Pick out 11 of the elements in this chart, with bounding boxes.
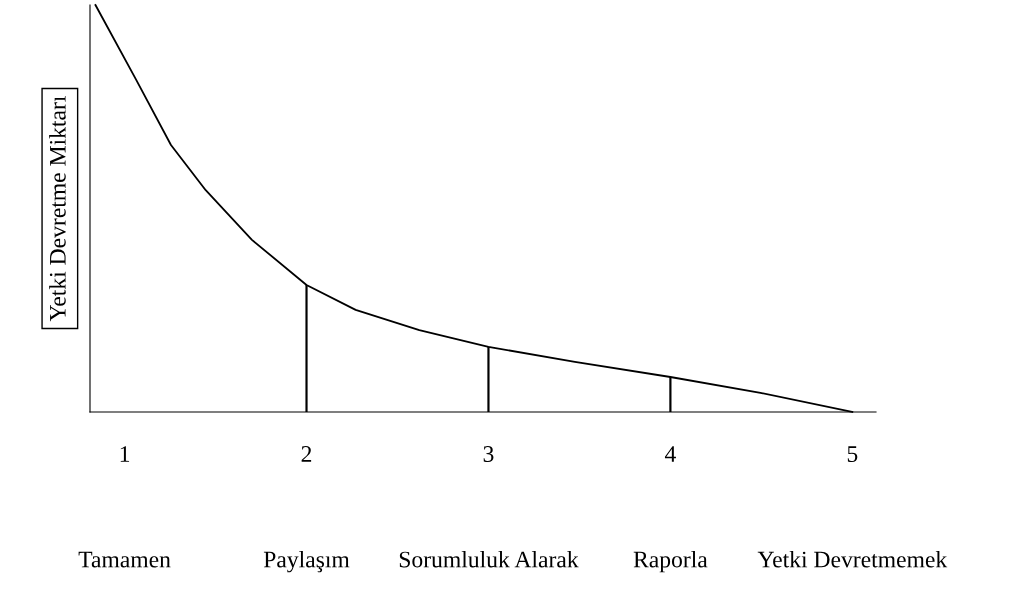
x-tick-label: 4 <box>664 446 676 462</box>
x-tick-label: 2 <box>301 446 312 462</box>
text: Raporla <box>633 550 708 573</box>
text: Tamamen <box>78 551 171 568</box>
text: Yetki Devretmemek <box>757 550 948 568</box>
x-tick-label: 5 <box>847 446 858 462</box>
x-tick-label: 3 <box>483 446 494 462</box>
x-tick-label: 1 <box>120 446 130 462</box>
text: Sorumluluk Alarak <box>399 550 579 568</box>
text: Paylaşım <box>263 550 350 573</box>
y-axis-title: Yetki Devretme Miktarı <box>49 96 66 322</box>
